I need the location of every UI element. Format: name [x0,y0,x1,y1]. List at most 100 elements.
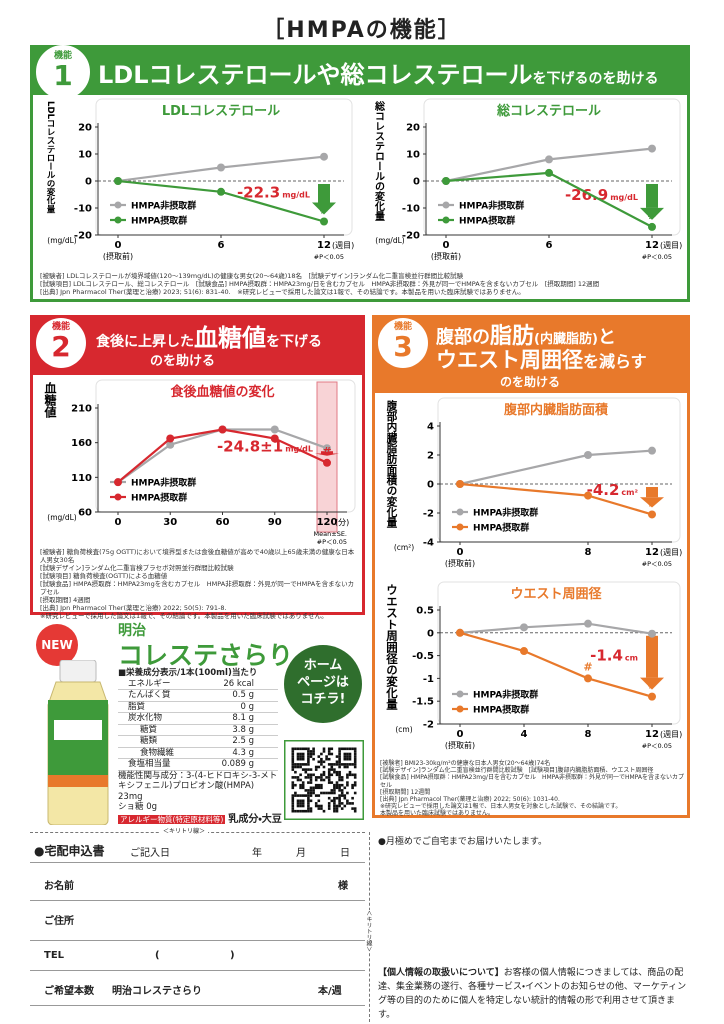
badge: 機能 3 [378,318,428,368]
qr-module [296,802,300,805]
qr-code[interactable] [284,740,364,820]
annotation-unit: cm² [621,488,638,497]
qr-module [346,752,349,756]
data-point [520,647,528,656]
chart-note: #P＜0.05 [314,253,344,261]
nutrition-item: たんぱく質 [128,690,171,700]
qr-module [348,770,352,774]
qr-module [301,768,305,771]
footnote: [試験食品] HMPA摂取群：HMPA23mgを含むカプセル HMPA非摂取群：… [40,580,355,596]
nutrition-header: ■栄養成分表示/1本(100ml)当たり [118,668,258,678]
qr-module [338,763,341,766]
qr-module [327,752,331,756]
chart: 総コレステロール 総コレステロールの変化量 (mg/dL)-20 -10 0 10 20 0 6… [373,98,682,261]
y-tick-label: -2 [423,509,434,520]
qr-module [330,791,334,795]
qr-module [327,768,331,771]
x-tick-label: 0 [115,240,122,251]
qr-module [333,768,336,771]
x-tick-label: 0 [457,729,464,740]
qr-module [333,791,336,795]
qr-module [338,752,341,756]
qr-module [299,752,302,756]
footnote: [試験項目] LDLコレステロール、総コレステロール [試験食品] HMPA摂取… [40,280,600,288]
qr-module [338,755,341,758]
qr-module [314,776,318,779]
annotation-arrow [646,487,658,498]
annotation-unit: mg/dL [610,193,638,202]
homepage-text: ホーム [303,658,343,673]
address-label: ご住所 [44,916,74,927]
heading: ウエスト周囲径を減らす [436,344,647,374]
name-label: お名前 [44,881,74,892]
qr-module [320,760,323,764]
qr-module [309,789,313,792]
qr-module [312,750,315,753]
x-unit: (週目) [332,240,354,250]
qr-module [291,804,295,808]
qr-module [317,783,321,787]
qr-module [320,776,323,779]
qr-module [327,770,331,774]
name-suffix: 様 [338,881,348,892]
qr-module [320,778,323,782]
cut-line-label: ＜キリトリ線＞ [364,910,373,953]
data-point [270,434,279,443]
y-tick-label: 0 [413,177,420,188]
qr-module [301,763,305,766]
qr-module [320,763,323,766]
qr-module [343,755,347,758]
homepage-button[interactable]: ホーム ページは コチラ! [284,645,362,723]
qr-module [294,794,297,797]
delivery-note: ●月極めでご自宅までお届けいたします。 [378,837,547,847]
y-axis-unit: (cm²) [394,543,414,552]
x-tick-label: 8 [585,729,592,740]
qr-module [301,757,305,761]
x-start-note: (摂取前) [445,740,475,750]
qr-module [333,804,336,808]
data-point [456,628,464,637]
qr-module [330,773,334,777]
qr-module [309,752,313,756]
qr-module [322,760,326,764]
qr-module [294,747,297,751]
qr-module [312,752,315,756]
qr-module [348,755,352,758]
footnote: [摂取期間] 4週間 [40,596,91,604]
nutrition-value: 2.5 g [232,736,254,746]
y-tick-label: 160 [71,438,92,449]
qr-module [322,770,326,774]
qr-module [353,776,357,779]
qr-module [299,799,302,803]
heading-text: 食後に上昇した [96,334,194,350]
qr-module [353,750,357,753]
qr-module [333,770,336,774]
page-title: ［HMPAの機能］ [262,18,462,43]
qr-module [296,778,300,782]
qr-module [325,757,328,761]
qr-module [340,802,344,805]
qr-module [330,789,334,792]
x-tick-label: 0 [443,240,450,251]
tel-label: TEL [44,950,65,961]
qr-module [309,786,313,790]
qr-module [327,781,331,784]
qr-module [304,809,308,813]
x-unit: (週目) [660,729,682,739]
qr-module [327,773,331,777]
qr-module [338,799,341,803]
qr-module [330,781,334,784]
x-tick-label: 12 [645,240,659,251]
qr-module [327,802,331,805]
qr-module [327,796,331,800]
qr-module [340,794,344,797]
qr-module [299,786,302,790]
allergen: アレルギー物質(特定原材料等) 乳成分・大豆 [118,814,282,826]
qr-module [353,783,357,787]
qr-module [301,794,305,797]
legend-marker [442,216,450,224]
legend-marker [114,216,122,224]
qr-module [346,765,349,769]
qr-module [338,765,341,769]
bottle-label-panel [54,720,102,740]
